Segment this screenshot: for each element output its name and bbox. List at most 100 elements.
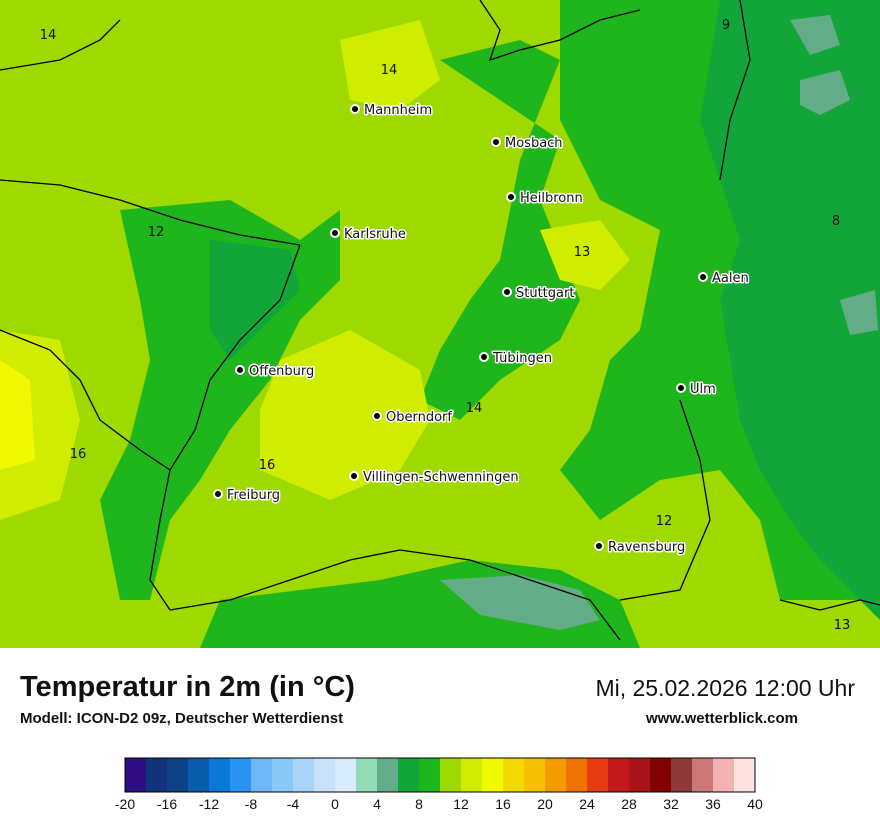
legend-swatch: [335, 758, 357, 792]
legend-tick-label: 12: [453, 796, 469, 812]
map-lake-constance: [440, 575, 600, 630]
city-label: Stuttgart: [516, 286, 574, 301]
map-cool-patch-3: [840, 290, 878, 335]
legend-swatch: [461, 758, 483, 792]
legend-swatch: [188, 758, 210, 792]
footer: Temperatur in 2m (in °C) Modell: ICON-D2…: [0, 648, 880, 830]
isotherm-layer: 14 14 9 8 12 13 14 16 16 12 13: [40, 18, 851, 633]
map-canvas: Mannheim Mosbach Heilbronn Karlsruhe Stuttga…: [0, 0, 880, 648]
legend-tick-label: -12: [199, 796, 219, 812]
map-warm-north: [340, 20, 440, 110]
legend-tick-label: 24: [579, 796, 595, 812]
map-title: Temperatur in 2m (in °C): [20, 671, 355, 703]
legend-tick-label: 32: [663, 796, 679, 812]
legend-swatch: [377, 758, 399, 792]
legend-swatch: [629, 758, 651, 792]
city-marker: [213, 489, 223, 499]
city-marker: [594, 541, 604, 551]
legend-tick-label: 8: [415, 796, 423, 812]
city-marker: [698, 272, 708, 282]
isotherm-label: 9: [722, 18, 730, 33]
city-marker: [491, 137, 501, 147]
legend-swatch: [125, 758, 147, 792]
city-label: Villingen-Schwenningen: [363, 470, 519, 485]
isotherm-label: 13: [574, 245, 591, 260]
legend-swatch: [713, 758, 735, 792]
isotherm-label: 12: [656, 514, 673, 529]
city-label: Freiburg: [227, 488, 280, 503]
legend-swatch: [608, 758, 630, 792]
city-marker: [235, 365, 245, 375]
legend-swatch: [440, 758, 462, 792]
legend-swatch: [398, 758, 420, 792]
city-label: Mannheim: [364, 103, 432, 118]
legend-swatch: [293, 758, 315, 792]
city-label: Mosbach: [505, 136, 563, 151]
legend-tick-label: -20: [115, 796, 135, 812]
city-marker: [330, 228, 340, 238]
legend-swatch: [734, 758, 756, 792]
legend-swatch: [146, 758, 168, 792]
legend-swatch: [167, 758, 189, 792]
city-marker: [350, 104, 360, 114]
isotherm-label: 14: [466, 401, 483, 416]
city-marker: [372, 411, 382, 421]
isotherm-label: 16: [70, 447, 87, 462]
legend-swatch: [503, 758, 525, 792]
legend-swatch: [209, 758, 231, 792]
legend-swatch: [524, 758, 546, 792]
map-region-rhine-dark: [210, 240, 300, 360]
map-warmest-west: [0, 360, 35, 470]
map-region-light-green: [0, 0, 880, 648]
city-layer: Mannheim Mosbach Heilbronn Karlsruhe Stuttga…: [213, 102, 750, 557]
isotherm-label: 13: [834, 618, 851, 633]
legend-swatch: [314, 758, 336, 792]
city-label: Offenburg: [249, 364, 314, 379]
isotherm-label: 8: [832, 214, 840, 229]
city-marker: [349, 471, 359, 481]
forecast-datetime: Mi, 25.02.2026 12:00 Uhr: [595, 675, 855, 701]
legend-swatch: [650, 758, 672, 792]
isotherm-label: 16: [259, 458, 276, 473]
city-marker: [479, 352, 489, 362]
legend-tick-label: 28: [621, 796, 637, 812]
isotherm-label: 14: [381, 63, 398, 78]
legend-tick-label: -8: [245, 796, 258, 812]
city-marker: [506, 192, 516, 202]
legend-tick-label: -16: [157, 796, 177, 812]
legend-tick-label: 40: [747, 796, 763, 812]
model-info: Modell: ICON-D2 09z, Deutscher Wetterdie…: [20, 710, 344, 727]
map-borders: [0, 0, 880, 641]
map-region-deep-green-east: [700, 0, 880, 620]
legend-swatch: [356, 758, 378, 792]
map-cool-patch-1: [800, 70, 850, 115]
map-cool-patch-2: [790, 15, 840, 55]
isotherm-label: 14: [40, 28, 57, 43]
legend-frame: [124, 757, 756, 793]
city-label: Ravensburg: [608, 540, 685, 555]
legend-tick-label: -4: [287, 796, 300, 812]
map-region-green-central: [420, 40, 580, 420]
legend-swatch: [545, 758, 567, 792]
map-warm-stuttgart-east: [540, 220, 630, 290]
legend-swatch: [230, 758, 252, 792]
temperature-map: Mannheim Mosbach Heilbronn Karlsruhe Stuttga…: [0, 0, 880, 648]
legend-swatch: [692, 758, 714, 792]
legend-swatch: [587, 758, 609, 792]
city-marker: [502, 287, 512, 297]
legend-swatch: [671, 758, 693, 792]
city-label: Heilbronn: [520, 191, 583, 206]
legend-swatch: [251, 758, 273, 792]
isotherm-label: 12: [148, 225, 165, 240]
map-warm-black-forest: [260, 330, 430, 500]
website-link[interactable]: www.wetterblick.com: [646, 710, 798, 727]
legend-tick-label: 16: [495, 796, 511, 812]
color-legend: -20 -16 -12 -8 -4 0 4 8 12 16 20 24 28 32 36 40: [115, 757, 763, 812]
city-label: Karlsruhe: [344, 227, 406, 242]
legend-tick-label: 36: [705, 796, 721, 812]
legend-tick-label: 0: [331, 796, 339, 812]
legend-swatch: [566, 758, 588, 792]
legend-swatch: [482, 758, 504, 792]
city-label: Ulm: [690, 382, 716, 397]
city-label: Tübingen: [492, 351, 552, 366]
